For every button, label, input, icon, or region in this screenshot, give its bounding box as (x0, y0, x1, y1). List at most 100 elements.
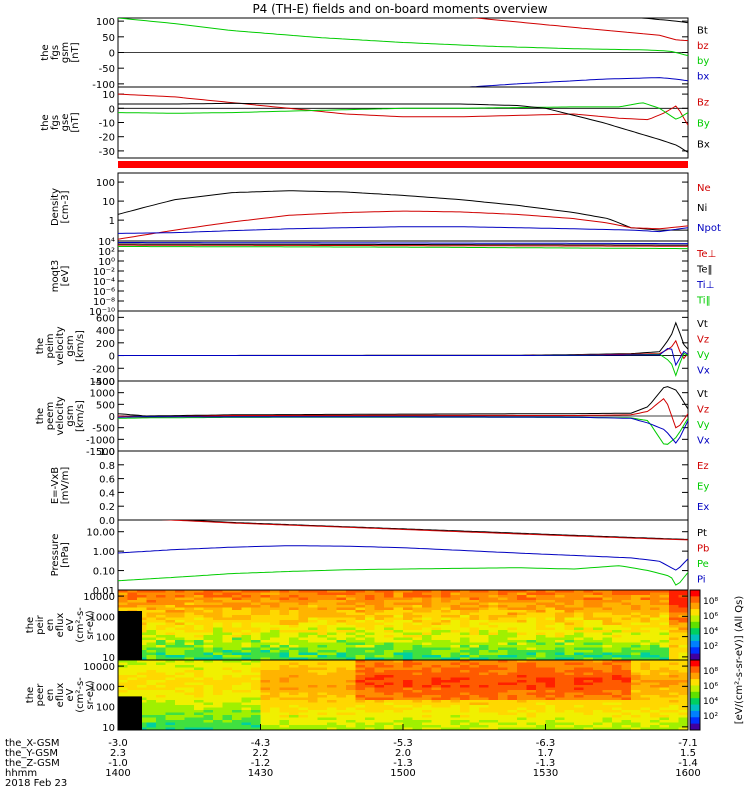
ephem-value: -6.3 (536, 738, 556, 749)
heatmap-cell (650, 705, 661, 709)
heatmap-cell (241, 690, 252, 694)
heatmap-cell (393, 620, 404, 624)
heatmap-cell (422, 617, 433, 621)
heatmap-cell (355, 642, 366, 646)
heatmap-cell (165, 695, 176, 699)
heatmap-cell (602, 695, 613, 699)
heatmap-cell (669, 615, 680, 619)
heatmap-cell (175, 720, 186, 724)
heatmap-cell (669, 607, 680, 611)
heatmap-cell (374, 667, 385, 671)
heatmap-cell (517, 715, 528, 719)
heatmap-cell (669, 610, 680, 614)
heatmap-cell (298, 690, 309, 694)
heatmap-cell (659, 597, 670, 601)
heatmap-cell (488, 697, 499, 701)
heatmap-cell (678, 642, 688, 646)
y-axis-label-line: [cm-3] (60, 190, 71, 223)
heatmap-cell (355, 617, 366, 621)
heatmap-cell (146, 590, 157, 594)
heatmap-cell (583, 620, 594, 624)
heatmap-cell (355, 657, 366, 660)
heatmap-cell (165, 682, 176, 686)
heatmap-cell (317, 692, 328, 696)
y-tick-label: 10 (102, 197, 115, 208)
heatmap-cell (517, 687, 528, 691)
heatmap-cell (593, 622, 604, 626)
heatmap-cell (669, 592, 680, 596)
heatmap-cell (232, 705, 243, 709)
heatmap-cell (194, 607, 205, 611)
heatmap-cell (498, 672, 509, 676)
heatmap-cell (545, 630, 556, 634)
legend-By: By (697, 119, 710, 130)
heatmap-cell (213, 642, 224, 646)
heatmap-cell (298, 645, 309, 649)
heatmap-cell (327, 690, 338, 694)
heatmap-cell (517, 722, 528, 726)
heatmap-cell (393, 650, 404, 654)
heatmap-cell (260, 672, 271, 676)
heatmap-cell (640, 627, 651, 631)
heatmap-cell (156, 682, 167, 686)
heatmap-cell (479, 612, 490, 616)
heatmap-cell (336, 692, 347, 696)
series-Vy (118, 352, 688, 378)
heatmap-cell (146, 592, 157, 596)
heatmap-cell (593, 627, 604, 631)
heatmap-cell (469, 602, 480, 606)
colorbar-segment (690, 602, 700, 610)
heatmap-cell (593, 685, 604, 689)
heatmap-cell (441, 595, 452, 599)
heatmap-cell (488, 722, 499, 726)
heatmap-cell (669, 612, 680, 616)
heatmap-cell (450, 652, 461, 656)
heatmap-cell (450, 642, 461, 646)
heatmap-cell (450, 632, 461, 636)
heatmap-cell (241, 590, 252, 594)
heatmap-cell (184, 727, 195, 730)
heatmap-cell (441, 662, 452, 666)
heatmap-cell (612, 665, 623, 669)
heatmap-cell (184, 607, 195, 611)
heatmap-cell (165, 667, 176, 671)
heatmap-cell (251, 625, 262, 629)
heatmap-cell (365, 627, 376, 631)
heatmap-cell (260, 717, 271, 721)
heatmap-cell (631, 600, 642, 604)
heatmap-cell (631, 670, 642, 674)
heatmap-cell (156, 660, 167, 664)
heatmap-cell (517, 680, 528, 684)
heatmap-cell (450, 695, 461, 699)
heatmap-cell (298, 630, 309, 634)
heatmap-cell (289, 675, 300, 679)
heatmap-cell (555, 607, 566, 611)
heatmap-cell (422, 667, 433, 671)
heatmap-cell (222, 727, 233, 730)
heatmap-cell (583, 710, 594, 714)
heatmap-cell (469, 672, 480, 676)
heatmap-cell (431, 710, 442, 714)
heatmap-cell (203, 607, 214, 611)
heatmap-cell (536, 710, 547, 714)
heatmap-cell (365, 702, 376, 706)
heatmap-cell (507, 657, 518, 660)
heatmap-cell (555, 670, 566, 674)
heatmap-cell (374, 595, 385, 599)
heatmap-cell (479, 622, 490, 626)
heatmap-cell (612, 685, 623, 689)
heatmap-cell (612, 597, 623, 601)
heatmap-cell (355, 685, 366, 689)
heatmap-cell (460, 720, 471, 724)
heatmap-cell (422, 722, 433, 726)
heatmap-cell (175, 625, 186, 629)
heatmap-cell (593, 722, 604, 726)
heatmap-cell (545, 665, 556, 669)
heatmap-cell (403, 605, 414, 609)
heatmap-cell (469, 630, 480, 634)
heatmap-cell (165, 612, 176, 616)
heatmap-cell (640, 660, 651, 664)
heatmap-cell (374, 605, 385, 609)
heatmap-cell (222, 615, 233, 619)
heatmap-cell (156, 697, 167, 701)
